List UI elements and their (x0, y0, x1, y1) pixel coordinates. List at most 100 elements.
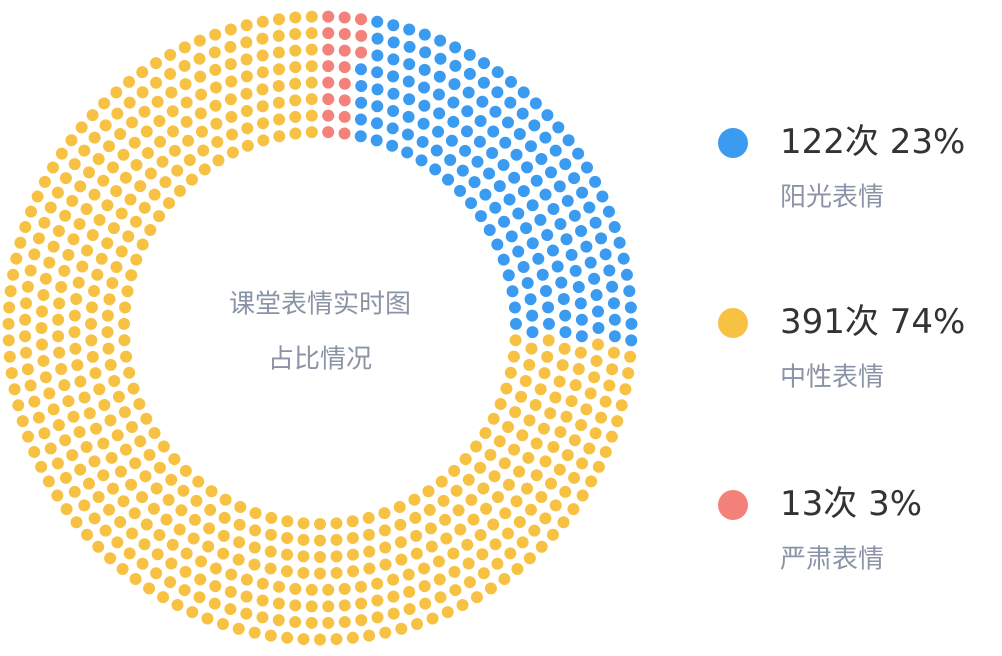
dot (183, 154, 196, 167)
dot (52, 330, 65, 343)
dot (462, 86, 475, 99)
dot (232, 622, 245, 635)
dot (67, 410, 80, 423)
dot (565, 395, 578, 408)
dot (434, 591, 447, 604)
dot (556, 359, 569, 372)
dot (68, 485, 81, 498)
dot (115, 245, 128, 258)
dot (371, 594, 384, 607)
dot (179, 565, 192, 578)
dot (272, 96, 285, 109)
dot (10, 252, 23, 265)
dot (432, 125, 445, 138)
dot (136, 86, 149, 99)
dot (85, 334, 98, 347)
dot (5, 367, 18, 380)
dot (338, 77, 351, 90)
dot (180, 96, 193, 109)
dot (78, 391, 91, 404)
dot (493, 435, 506, 448)
dot (461, 105, 474, 118)
dot (178, 41, 191, 54)
dot (136, 66, 149, 79)
dot (603, 264, 616, 277)
dot (43, 387, 56, 400)
dot (88, 131, 101, 144)
dot (450, 484, 463, 497)
dot (547, 440, 560, 453)
dot (122, 230, 135, 243)
dot (141, 146, 154, 159)
dot (549, 499, 562, 512)
dot (62, 395, 75, 408)
dot (72, 276, 85, 289)
dot (38, 427, 51, 440)
dot (91, 268, 104, 281)
dot (502, 269, 515, 282)
dot (513, 515, 526, 528)
dot (330, 517, 343, 530)
dot (447, 115, 460, 128)
dot (544, 477, 557, 490)
dot (273, 63, 286, 76)
dot (166, 105, 179, 118)
dot (580, 161, 593, 174)
dot (448, 78, 461, 91)
dot (97, 469, 110, 482)
dot (248, 626, 261, 639)
dot (509, 334, 522, 347)
dot (608, 313, 621, 326)
dot (38, 175, 51, 188)
dot (554, 217, 567, 230)
legend-name: 严肃表情 (780, 545, 884, 575)
dot (24, 379, 37, 392)
dot (289, 94, 302, 107)
dot (477, 482, 490, 495)
dot (500, 382, 513, 395)
dot (156, 155, 169, 168)
dot (233, 536, 246, 549)
dot (541, 109, 554, 122)
dot (565, 248, 578, 261)
dot (491, 557, 504, 570)
dot (80, 440, 93, 453)
dot (103, 140, 116, 153)
dot (494, 397, 507, 410)
dot (217, 547, 230, 560)
dot (595, 232, 608, 245)
dot (139, 470, 152, 483)
dot (25, 205, 38, 218)
dot (52, 418, 65, 431)
dot (536, 268, 549, 281)
dot (67, 233, 80, 246)
dot (503, 193, 516, 206)
dot (148, 427, 161, 440)
dot (387, 53, 400, 66)
dot (599, 445, 612, 458)
dot (148, 188, 161, 201)
dot (264, 629, 277, 642)
dot (572, 281, 585, 294)
dot (504, 366, 517, 379)
dot (178, 584, 191, 597)
dot (107, 222, 120, 235)
dot (52, 313, 65, 326)
dot (346, 631, 359, 644)
dot (363, 562, 376, 575)
dot (338, 94, 351, 107)
dot (580, 240, 593, 253)
dot (330, 533, 343, 546)
dot (526, 199, 539, 212)
dot (104, 358, 117, 371)
dot (430, 144, 443, 157)
dot (93, 213, 106, 226)
dot (338, 28, 351, 41)
dot (371, 100, 384, 113)
dot (509, 317, 522, 330)
dot (281, 548, 294, 561)
dot (14, 236, 27, 249)
dot (524, 293, 537, 306)
dot (211, 135, 224, 148)
dot (203, 522, 216, 535)
